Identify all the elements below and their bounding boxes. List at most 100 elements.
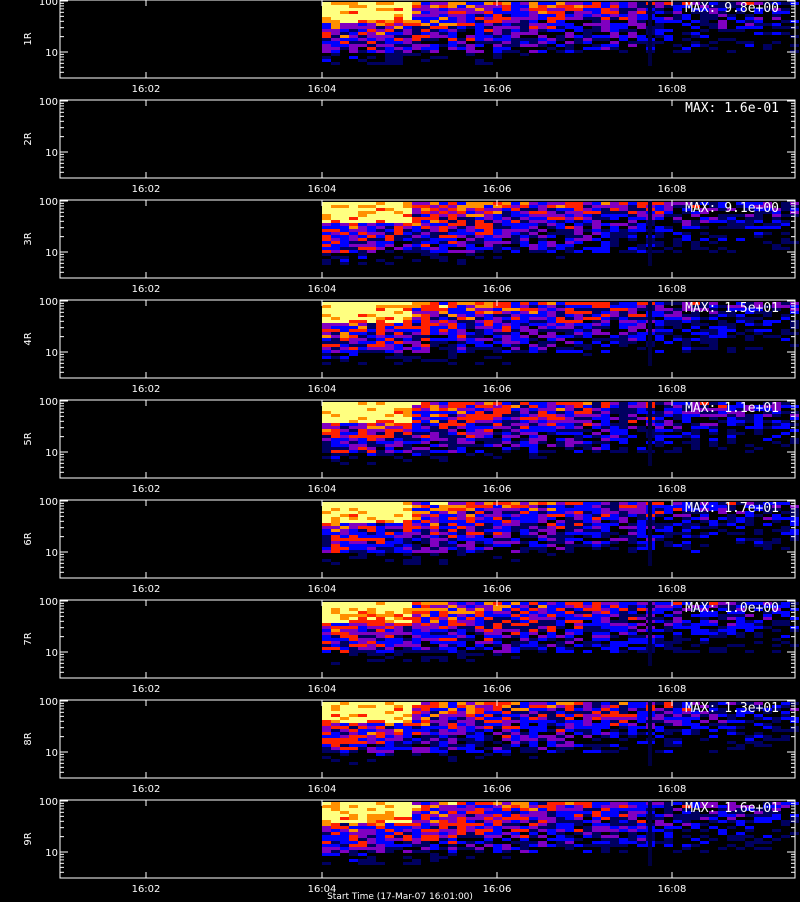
heatmap-cell <box>547 605 556 608</box>
heatmap-cell <box>448 217 457 220</box>
heatmap-cell <box>610 520 619 523</box>
heatmap-cell <box>403 544 412 547</box>
heatmap-cell <box>493 211 502 214</box>
heatmap-cell <box>484 338 493 341</box>
heatmap-cell <box>502 605 511 608</box>
heatmap-cell <box>484 605 493 608</box>
heatmap-cell <box>520 508 529 511</box>
heatmap-cell <box>619 326 628 329</box>
heatmap-cell <box>322 638 331 641</box>
heatmap-cell <box>601 444 610 447</box>
heatmap-cell <box>340 547 349 550</box>
heatmap-cell <box>394 35 403 38</box>
heatmap-cell <box>349 547 358 550</box>
heatmap-cell <box>574 620 583 623</box>
heatmap-cell <box>655 41 664 44</box>
heatmap-cell <box>385 505 394 508</box>
heatmap-cell <box>718 229 727 232</box>
heatmap-cell <box>619 626 628 629</box>
heatmap-cell <box>457 11 466 14</box>
heatmap-cell <box>475 341 484 344</box>
heatmap-cell <box>403 17 412 20</box>
heatmap-cell <box>601 402 610 405</box>
heatmap-cell <box>592 441 601 444</box>
heatmap-cell <box>592 632 601 635</box>
heatmap-cell <box>430 429 439 432</box>
heatmap-cell <box>349 653 358 656</box>
heatmap-cell <box>610 402 619 405</box>
heatmap-cell <box>547 435 556 438</box>
heatmap-cell <box>367 426 376 429</box>
heatmap-cell <box>682 429 691 432</box>
heatmap-cell <box>619 414 628 417</box>
heatmap-cell <box>394 205 403 208</box>
heatmap-cell <box>691 241 700 244</box>
heatmap-cell <box>439 511 448 514</box>
heatmap-cell <box>403 529 412 532</box>
heatmap-cell <box>475 605 484 608</box>
heatmap-cell <box>331 511 340 514</box>
heatmap-cell <box>772 423 781 426</box>
heatmap-cell <box>421 532 430 535</box>
heatmap-cell <box>565 638 574 641</box>
heatmap-cell <box>484 614 493 617</box>
data-seam <box>648 300 652 366</box>
heatmap-cell <box>385 17 394 20</box>
heatmap-cell <box>754 232 763 235</box>
heatmap-cell <box>412 344 421 347</box>
heatmap-cell <box>331 217 340 220</box>
heatmap-cell <box>583 217 592 220</box>
heatmap-cell <box>322 644 331 647</box>
x-tick-label: 16:02 <box>132 184 161 195</box>
heatmap-cell <box>376 626 385 629</box>
heatmap-cell <box>484 508 493 511</box>
heatmap-cell <box>430 620 439 623</box>
heatmap-cell <box>772 223 781 226</box>
heatmap-cell <box>484 644 493 647</box>
heatmap-cell <box>358 620 367 623</box>
heatmap-cell <box>565 311 574 314</box>
heatmap-cell <box>709 344 718 347</box>
heatmap-cell <box>547 202 556 205</box>
heatmap-cell <box>709 520 718 523</box>
heatmap-cell <box>601 511 610 514</box>
heatmap-cell <box>331 523 340 526</box>
heatmap-cell <box>412 411 421 414</box>
heatmap-cell <box>340 311 349 314</box>
heatmap-cell <box>493 544 502 547</box>
heatmap-cell <box>340 541 349 544</box>
heatmap-cell <box>538 14 547 17</box>
heatmap-cell <box>502 311 511 314</box>
heatmap-cell <box>628 550 637 553</box>
heatmap-cell <box>340 359 349 362</box>
heatmap-cell <box>781 5 790 8</box>
heatmap-cell <box>322 29 331 32</box>
heatmap-cell <box>466 244 475 247</box>
heatmap-cell <box>529 308 538 311</box>
heatmap-cell <box>763 329 772 332</box>
heatmap-cell <box>475 29 484 32</box>
heatmap-cell <box>493 456 502 459</box>
heatmap-cell <box>502 17 511 20</box>
heatmap-cell <box>556 617 565 620</box>
heatmap-cell <box>430 208 439 211</box>
heatmap-cell <box>403 256 412 259</box>
heatmap-cell <box>664 29 673 32</box>
heatmap-cell <box>421 47 430 50</box>
heatmap-cell <box>637 347 646 350</box>
heatmap-cell <box>349 32 358 35</box>
heatmap-cell <box>439 235 448 238</box>
heatmap-cell <box>673 435 682 438</box>
heatmap-cell <box>466 602 475 605</box>
heatmap-cell <box>565 14 574 17</box>
heatmap-cell <box>772 247 781 250</box>
heatmap-cell <box>538 305 547 308</box>
heatmap-cell <box>412 320 421 323</box>
heatmap-cell <box>574 514 583 517</box>
heatmap-cell <box>448 429 457 432</box>
heatmap-cell <box>511 5 520 8</box>
heatmap-cell <box>538 529 547 532</box>
heatmap-cell <box>583 644 592 647</box>
heatmap-cell <box>502 423 511 426</box>
heatmap-cell <box>556 335 565 338</box>
